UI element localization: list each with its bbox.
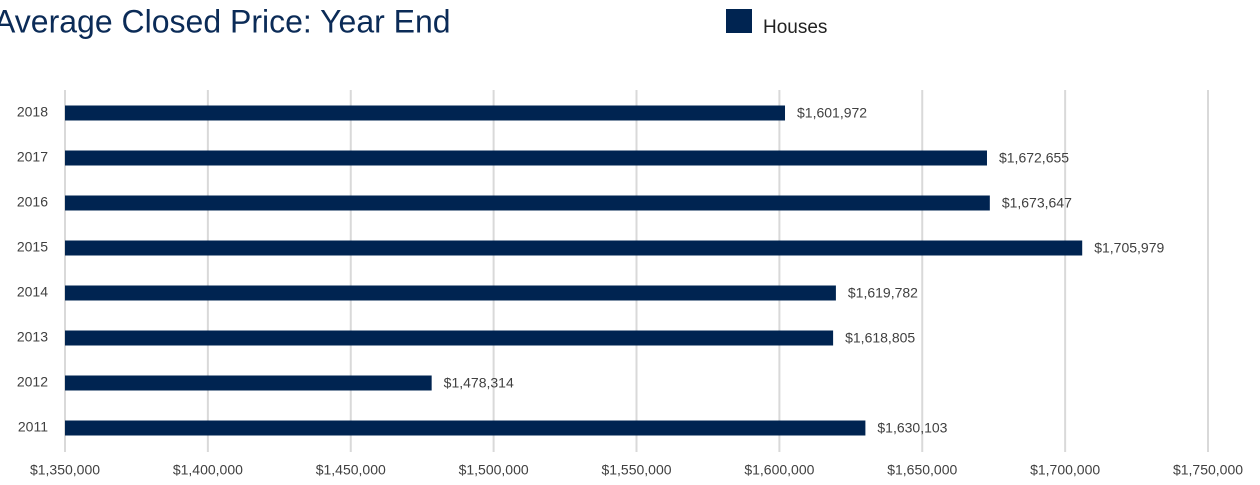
bar	[65, 105, 786, 121]
y-tick-label: 2012	[17, 374, 48, 390]
data-label: $1,672,655	[999, 150, 1069, 166]
data-label: $1,630,103	[877, 420, 947, 436]
x-tick-label: $1,750,000	[1173, 462, 1243, 478]
bar	[65, 330, 834, 346]
y-tick-label: 2013	[17, 329, 48, 345]
bar	[65, 420, 866, 436]
y-tick-label: 2017	[17, 149, 48, 165]
legend-swatch	[726, 9, 752, 33]
y-tick-label: 2015	[17, 239, 48, 255]
data-label: $1,618,805	[845, 330, 915, 346]
x-tick-label: $1,650,000	[887, 462, 957, 478]
x-tick-label: $1,500,000	[459, 462, 529, 478]
x-tick-label: $1,550,000	[601, 462, 671, 478]
bar	[65, 150, 987, 166]
data-label: $1,673,647	[1002, 195, 1072, 211]
data-label: $1,478,314	[444, 375, 514, 391]
bar	[65, 195, 990, 211]
x-tick-label: $1,700,000	[1030, 462, 1100, 478]
legend-label: Houses	[763, 17, 827, 38]
y-tick-label: 2018	[17, 104, 48, 120]
y-tick-label: 2016	[17, 194, 48, 210]
x-tick-label: $1,450,000	[316, 462, 386, 478]
bar	[65, 285, 836, 301]
y-tick-label: 2014	[17, 284, 48, 300]
bar	[65, 240, 1083, 256]
data-label: $1,601,972	[797, 105, 867, 121]
data-label: $1,619,782	[848, 285, 918, 301]
bar	[65, 375, 432, 391]
x-tick-label: $1,350,000	[30, 462, 100, 478]
y-tick-label: 2011	[18, 419, 48, 435]
x-tick-label: $1,400,000	[173, 462, 243, 478]
data-label: $1,705,979	[1094, 240, 1164, 256]
x-tick-label: $1,600,000	[744, 462, 814, 478]
chart-title: Average Closed Price: Year End	[0, 3, 451, 39]
